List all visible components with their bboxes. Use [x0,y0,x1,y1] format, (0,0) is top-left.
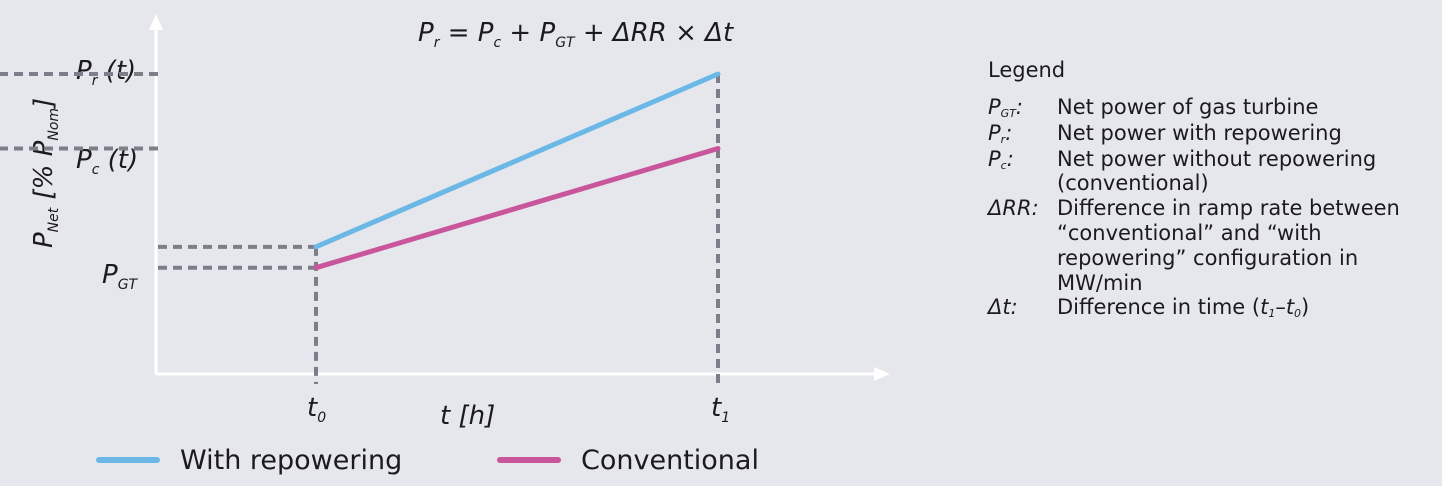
legend-description: Net power with repowering [1057,120,1342,145]
legend-symbol: Pr: [988,120,1013,146]
legend-description: Net power of gas turbine [1057,94,1319,119]
legend-description: Net power without repowering (convention… [1057,146,1377,196]
legend-symbol: Pc: [988,146,1014,172]
y-tick-pgt: PGT [102,260,139,293]
series-swatch-with-repowering [96,457,160,463]
legend-item-delta-t: Δt: Difference in time (t1–t0) [988,295,1438,321]
series-line-with-repowering [313,71,721,250]
legend-item-pr: Pr: Net power with repowering [988,121,1438,147]
legend-panel: Legend PGT: Net power of gas turbine Pr:… [988,58,1438,321]
ramp-rate-diagram: Pr = Pc + PGT + ΔRR × Δt PNet [% PNom] P… [0,14,890,431]
legend-symbol: Δt: [988,295,1018,320]
x-tick-t1: t1 [711,393,730,426]
y-axis-label: PNet [% PNom] [29,98,62,248]
y-axis-arrow-icon [149,14,163,30]
series-key-label: With repowering [180,444,403,476]
legend-item-pc: Pc: Net power without repowering (conven… [988,147,1438,197]
formula: Pr = Pc + PGT + ΔRR × Δt [418,18,734,51]
series-key-label: Conventional [581,444,759,476]
series-key-conventional: Conventional [497,440,759,480]
series-key-with-repowering: With repowering [96,440,402,480]
x-tick-t0: t0 [307,393,326,426]
legend-title: Legend [988,58,1066,82]
legend-item-pgt: PGT: Net power of gas turbine [988,95,1438,121]
series-line-conventional [313,146,721,271]
x-axis-arrow-icon [874,367,890,381]
series-swatch-conventional [497,457,561,463]
legend-symbol: PGT: [988,94,1023,120]
y-tick-pr: Pr (t) [76,56,136,89]
legend-description: Difference in ramp rate between “convent… [1057,196,1400,295]
legend-symbol: ΔRR: [988,196,1039,221]
legend-description: Difference in time (t1–t0) [1057,295,1310,321]
x-axis-label: t [h] [440,401,495,431]
legend-item-delta-rr: ΔRR: Difference in ramp rate between “co… [988,196,1438,295]
